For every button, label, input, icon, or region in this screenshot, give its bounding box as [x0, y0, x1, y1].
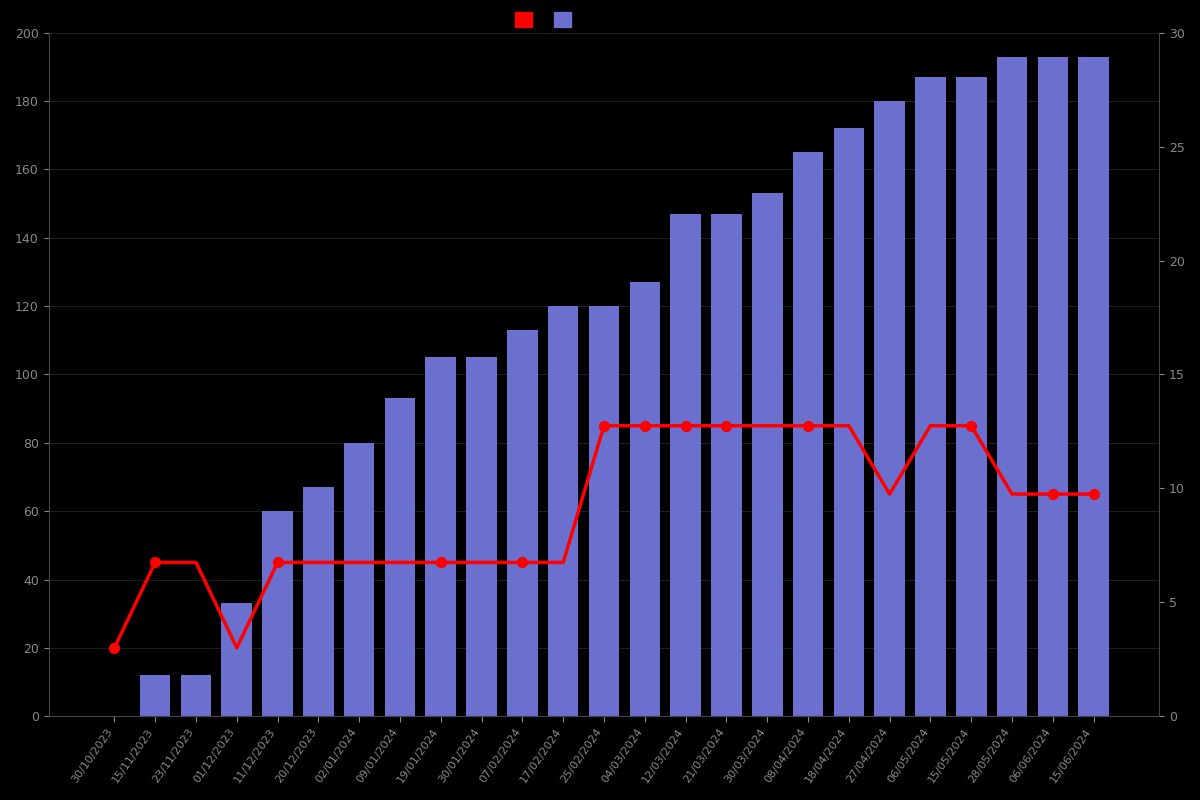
Bar: [793, 152, 823, 716]
Point: [104, 642, 124, 654]
Bar: [630, 282, 660, 716]
Point: [268, 556, 287, 569]
Bar: [140, 675, 170, 716]
Bar: [304, 487, 334, 716]
Bar: [263, 511, 293, 716]
Point: [716, 419, 736, 432]
Point: [431, 556, 450, 569]
Point: [676, 419, 695, 432]
Bar: [589, 306, 619, 716]
Point: [512, 556, 532, 569]
Point: [798, 419, 817, 432]
Bar: [956, 77, 986, 716]
Bar: [1038, 57, 1068, 716]
Bar: [997, 57, 1027, 716]
Bar: [344, 443, 374, 716]
Bar: [712, 214, 742, 716]
Bar: [875, 101, 905, 716]
Point: [594, 419, 613, 432]
Bar: [834, 128, 864, 716]
Legend: , : ,: [515, 12, 582, 27]
Bar: [916, 77, 946, 716]
Bar: [508, 330, 538, 716]
Bar: [548, 306, 578, 716]
Bar: [671, 214, 701, 716]
Point: [635, 419, 654, 432]
Point: [961, 419, 980, 432]
Bar: [222, 603, 252, 716]
Bar: [1079, 57, 1109, 716]
Bar: [467, 358, 497, 716]
Point: [145, 556, 164, 569]
Bar: [181, 675, 211, 716]
Point: [1084, 488, 1103, 501]
Point: [1043, 488, 1062, 501]
Bar: [426, 358, 456, 716]
Bar: [385, 398, 415, 716]
Bar: [752, 194, 782, 716]
